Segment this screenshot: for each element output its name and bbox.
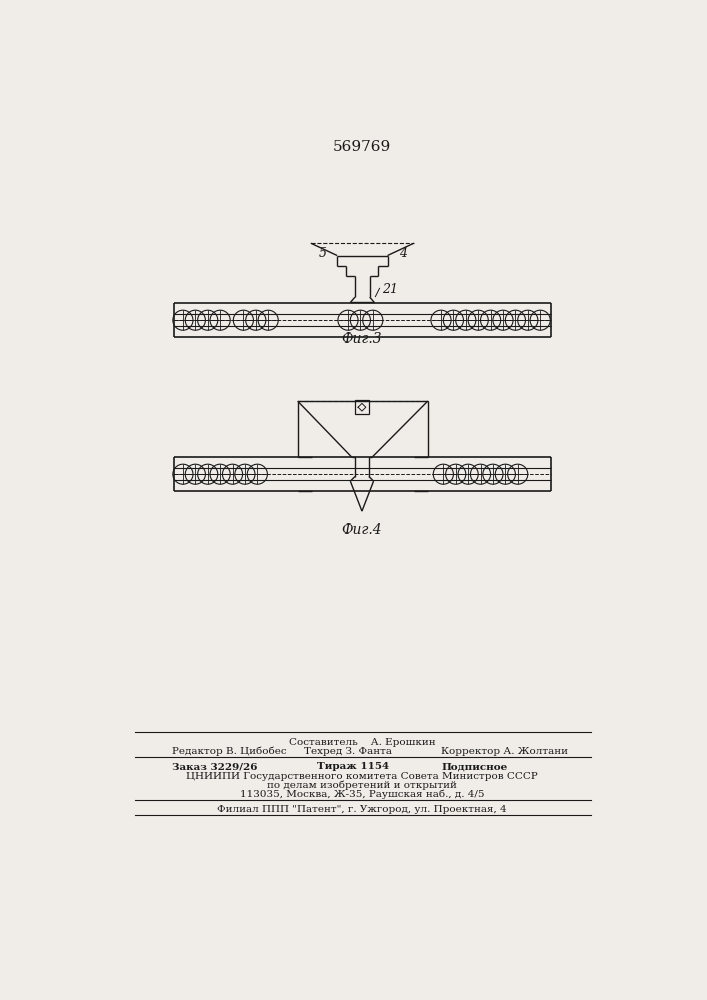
Text: 569769: 569769 xyxy=(333,140,391,154)
Text: Техред З. Фанта: Техред З. Фанта xyxy=(304,747,392,756)
Text: 21: 21 xyxy=(382,283,398,296)
Bar xyxy=(355,400,369,414)
Text: Фиг.4: Фиг.4 xyxy=(341,523,382,537)
Text: по делам изобретений и открытий: по делам изобретений и открытий xyxy=(267,781,457,790)
Text: Корректор А. Жолтани: Корректор А. Жолтани xyxy=(441,747,568,756)
Text: 4: 4 xyxy=(399,247,407,260)
Text: Филиал ППП "Патент", г. Ужгород, ул. Проектная, 4: Филиал ППП "Патент", г. Ужгород, ул. Про… xyxy=(217,805,507,814)
Text: Заказ 3229/26: Заказ 3229/26 xyxy=(172,762,257,771)
Text: Редактор В. Цибобес: Редактор В. Цибобес xyxy=(172,747,287,756)
Text: Тираж 1154: Тираж 1154 xyxy=(317,762,389,771)
Text: 113035, Москва, Ж-35, Раушская наб., д. 4/5: 113035, Москва, Ж-35, Раушская наб., д. … xyxy=(240,789,484,799)
Text: 5: 5 xyxy=(319,247,327,260)
Text: ЦНИИПИ Государственного комитета Совета Министров СССР: ЦНИИПИ Государственного комитета Совета … xyxy=(186,772,538,781)
Text: Фиг.3: Фиг.3 xyxy=(341,332,382,346)
Text: Составитель    А. Ерошкин: Составитель А. Ерошкин xyxy=(288,738,436,747)
Text: Подписное: Подписное xyxy=(441,762,507,771)
